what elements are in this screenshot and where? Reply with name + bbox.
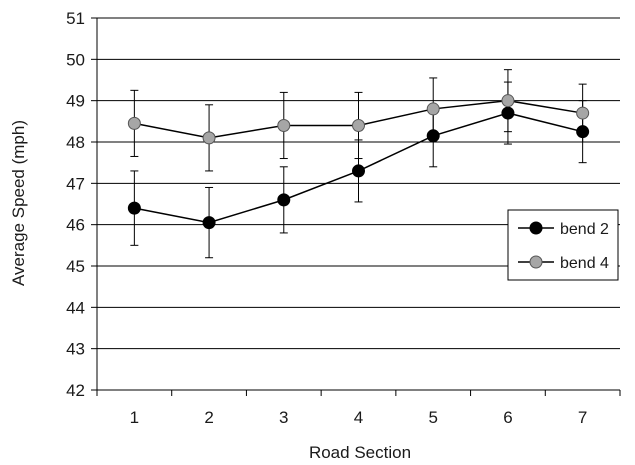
axes: [91, 17, 621, 396]
legend-marker-bend-2: [529, 221, 543, 235]
y-tick-label: 47: [66, 174, 85, 193]
x-tick-labels: 1 2 3 4 5 6 7: [130, 408, 588, 427]
y-tick-label: 50: [66, 50, 85, 69]
y-tick-label: 51: [66, 9, 85, 28]
series-bend-4: [127, 69, 590, 172]
data-point: [576, 106, 590, 120]
x-tick-label-7: 7: [578, 408, 587, 427]
data-point: [127, 201, 141, 215]
y-tick-label: 44: [66, 298, 85, 317]
x-axis-title: Road Section: [309, 443, 411, 462]
data-point: [352, 164, 365, 178]
data-point: [501, 94, 515, 108]
y-tick-labels: 42 43 44 45 46 47 48 49 50 51: [66, 9, 85, 400]
x-tick-label-1: 1: [130, 408, 139, 427]
x-tick-label-3: 3: [279, 408, 288, 427]
series-group: [127, 69, 590, 259]
y-tick-label: 42: [66, 381, 85, 400]
legend-label-bend-2: bend 2: [560, 221, 609, 238]
y-tick-label: 45: [66, 257, 85, 276]
data-point: [277, 118, 291, 132]
x-tick-label-5: 5: [428, 408, 437, 427]
y-tick-label: 48: [66, 133, 85, 152]
data-point: [202, 216, 216, 230]
data-point: [202, 131, 216, 145]
y-axis-title: Average Speed (mph): [9, 120, 28, 286]
legend-marker-bend-4: [529, 255, 543, 269]
x-tick-label-4: 4: [354, 408, 363, 427]
legend-label-bend-4: bend 4: [560, 255, 609, 272]
data-point: [352, 118, 365, 132]
data-point: [277, 193, 291, 207]
y-tick-label: 49: [66, 92, 85, 111]
legend-box: [507, 209, 619, 281]
x-tick-label-6: 6: [503, 408, 512, 427]
y-tick-label: 46: [66, 216, 85, 235]
x-tick-label-2: 2: [204, 408, 213, 427]
legend: bend 2 bend 4: [507, 209, 619, 281]
data-point: [127, 116, 141, 130]
data-point: [426, 102, 440, 116]
y-tick-label: 43: [66, 340, 85, 359]
